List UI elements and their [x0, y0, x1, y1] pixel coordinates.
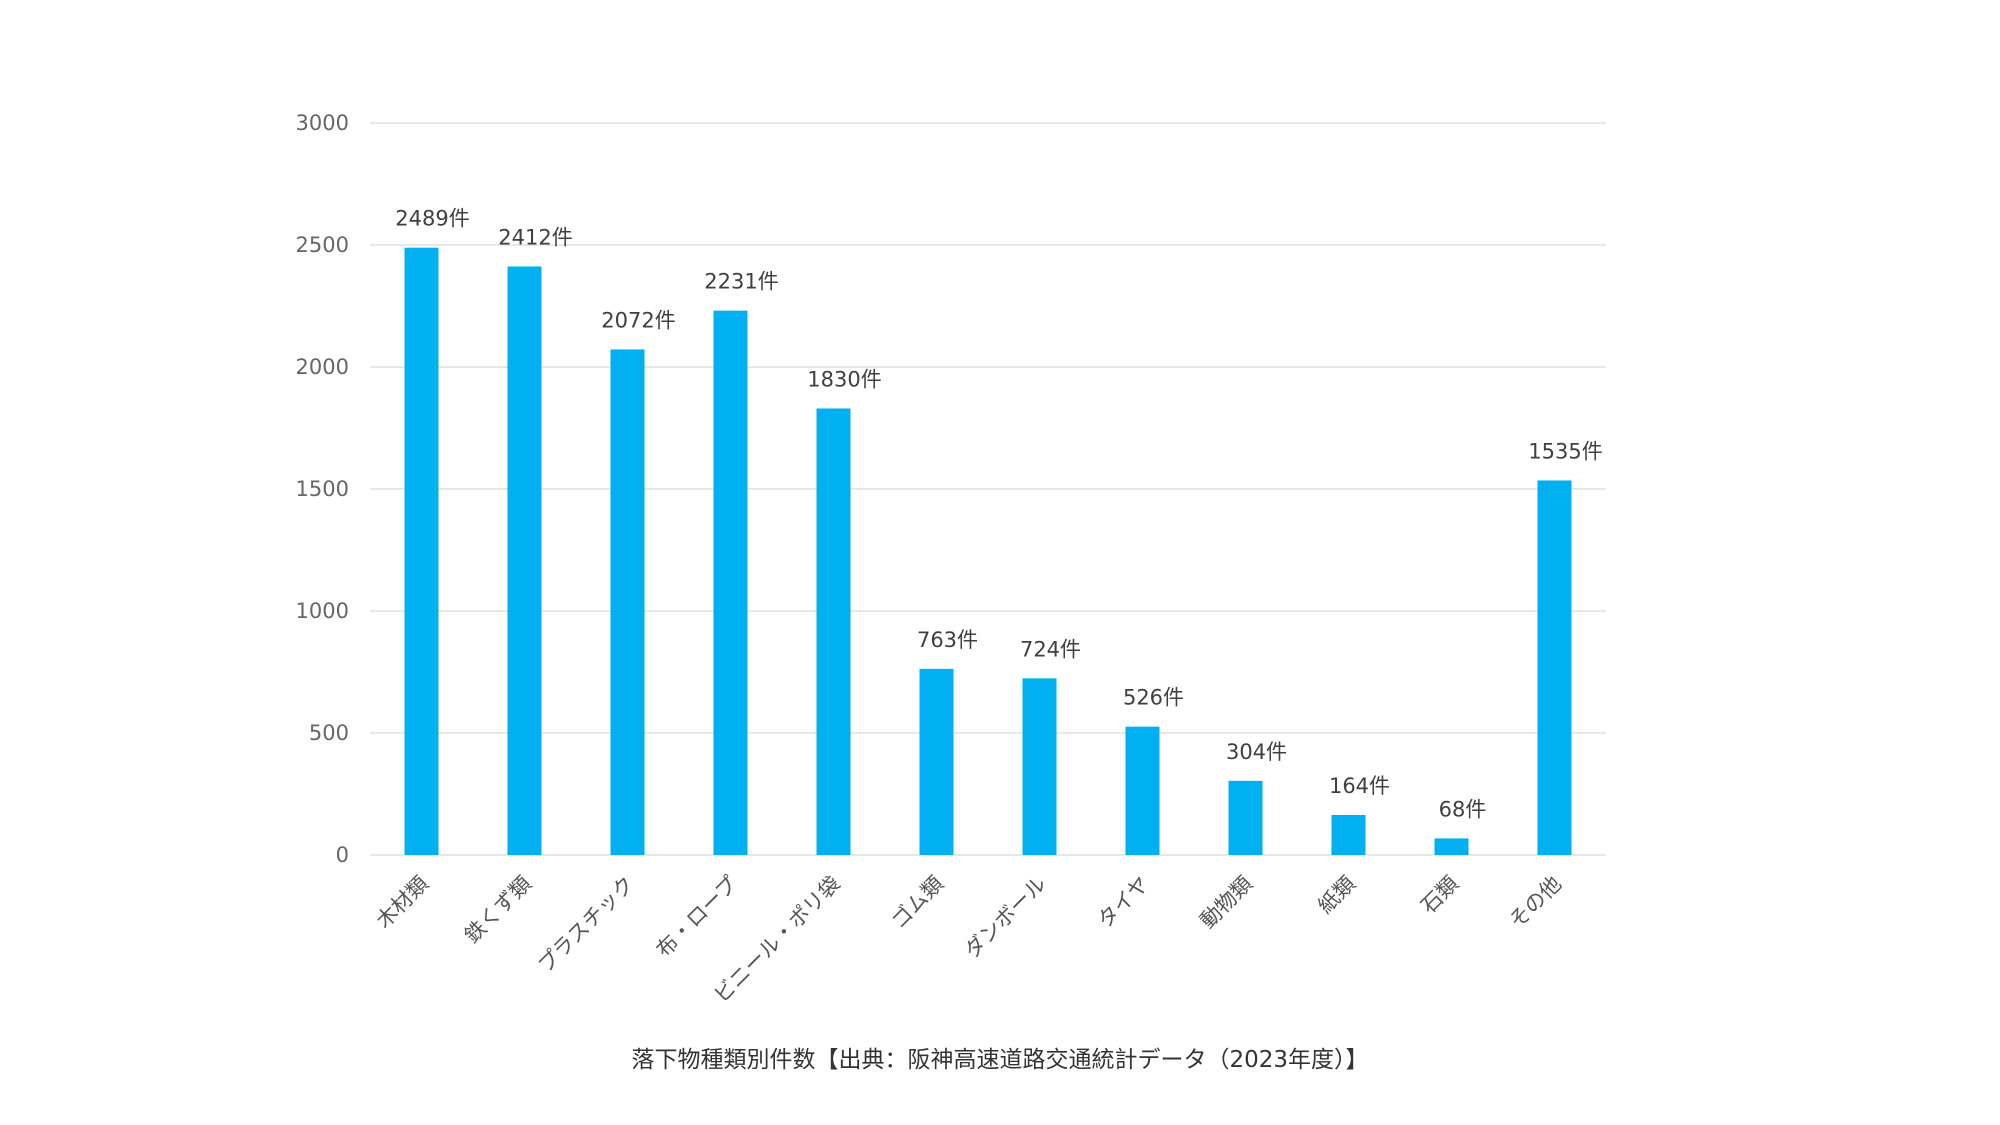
data-label: 68件: [1439, 797, 1487, 821]
x-tick-label: 紙類: [1313, 872, 1360, 919]
x-tick-label: 石類: [1416, 872, 1463, 919]
y-tick-label: 500: [309, 721, 349, 745]
data-label: 304件: [1226, 740, 1287, 764]
bar: [1125, 726, 1160, 855]
data-label: 2489件: [395, 207, 469, 231]
x-tick-label: 動物類: [1196, 872, 1258, 934]
bar: [404, 247, 439, 855]
bar: [1537, 480, 1572, 855]
x-tick-label: 木材類: [372, 872, 434, 934]
data-label: 526件: [1123, 686, 1184, 710]
bar: [507, 266, 542, 855]
bar: [1331, 814, 1366, 855]
x-tick-label: その他: [1505, 872, 1567, 934]
data-label: 2412件: [498, 225, 572, 249]
data-label: 2072件: [601, 308, 675, 332]
x-tick-label: ゴム類: [887, 872, 949, 934]
x-tick-label: タイヤ: [1093, 872, 1154, 933]
bar: [713, 310, 748, 855]
data-label: 763件: [917, 628, 978, 652]
bar: [1228, 780, 1263, 855]
bar: [1022, 678, 1057, 855]
bar: [1434, 838, 1469, 855]
bar: [919, 668, 954, 855]
y-tick-label: 2500: [296, 233, 349, 257]
x-tick-label: 鉄くず類: [460, 872, 536, 948]
data-label: 1535件: [1528, 439, 1602, 463]
y-tick-label: 1000: [296, 599, 349, 623]
x-tick-label: プラスチック: [533, 872, 639, 978]
chart-title: 落下物種類別件数【出典：阪神高速道路交通統計データ（2023年度）】: [631, 1047, 1369, 1073]
y-tick-label: 1500: [296, 477, 349, 501]
bar: [610, 349, 645, 855]
data-label: 164件: [1329, 774, 1390, 798]
data-label: 1830件: [807, 367, 881, 391]
x-tick-label: 布・ロープ: [652, 872, 742, 962]
y-tick-label: 3000: [296, 111, 349, 135]
y-tick-label: 0: [336, 843, 349, 867]
data-label: 2231件: [704, 270, 778, 294]
y-tick-label: 2000: [296, 355, 349, 379]
bar: [816, 408, 851, 855]
x-tick-label: ダンボール: [960, 872, 1051, 963]
data-label: 724件: [1020, 637, 1081, 661]
